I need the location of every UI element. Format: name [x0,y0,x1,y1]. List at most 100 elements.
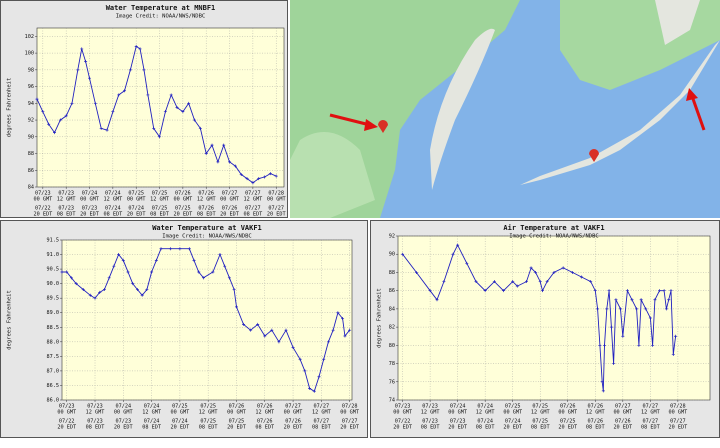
chart-panel: Water Temperature at VAKF1 Image Credit: … [0,220,368,438]
data-point [644,307,648,311]
x-tick-label: 20 EDT [227,425,246,431]
data-point [158,135,162,139]
y-tick-label: 84 [389,306,395,312]
data-point [312,389,316,393]
x-tick-label: 12 GMT [312,410,331,416]
y-tick-label: 89.0 [47,310,60,316]
data-point [216,160,220,164]
data-point [58,118,62,122]
x-tick-label: 12 GMT [421,410,440,416]
y-tick-label: 86.0 [47,398,60,404]
data-point [228,160,232,164]
y-tick-label: 78 [389,361,395,367]
data-point [74,282,78,286]
x-tick-label: 08 EDT [312,425,331,431]
data-point [234,305,238,309]
x-tick-label: 08 EDT [142,425,161,431]
x-tick-label: 07/24 [505,419,521,425]
data-point [80,47,84,51]
x-tick-label: 20 EDT [267,212,286,218]
x-tick-label: 07/22 [35,206,51,212]
data-point [502,289,506,293]
data-point [635,307,639,311]
data-point [589,280,593,284]
x-tick-label: 08 EDT [150,212,169,218]
data-point [251,181,255,185]
data-point [134,44,138,48]
data-point [218,253,222,257]
data-point [541,289,545,293]
x-tick-label: 07/23 [422,404,438,410]
y-tick-label: 87.5 [47,354,60,360]
x-tick-label: 07/25 [532,404,548,410]
x-tick-label: 00 GMT [171,410,190,416]
data-point [227,276,231,280]
x-tick-label: 07/24 [82,191,98,197]
data-point [257,177,261,181]
x-tick-label: 08 EDT [421,425,440,431]
x-tick-label: 00 GMT [80,197,99,203]
x-tick-label: 07/26 [229,404,245,410]
x-tick-label: 20 EDT [173,212,192,218]
data-point [625,289,629,293]
data-point [331,328,335,332]
x-tick-label: 07/25 [200,419,216,425]
x-tick-label: 00 GMT [33,197,52,203]
x-tick-label: 20 EDT [220,212,239,218]
x-tick-label: 07/23 [87,404,103,410]
data-point [175,106,179,109]
y-tick-label: 90.0 [47,281,60,287]
marker [589,149,599,162]
data-point [263,175,267,179]
data-point [35,97,39,101]
data-point [181,110,185,114]
data-point [401,252,405,256]
data-point [142,68,146,72]
x-tick-label: 12 GMT [244,197,263,203]
data-point [538,280,542,284]
data-point [64,114,68,118]
x-tick-label: 00 GMT [57,410,76,416]
x-tick-label: 07/28 [268,191,284,197]
x-tick-label: 07/24 [128,206,144,212]
map-island [430,28,495,190]
data-point [47,122,51,126]
data-point [242,322,246,326]
data-point [249,328,253,332]
x-tick-label: 12 GMT [255,410,274,416]
x-tick-label: 08 EDT [586,425,605,431]
x-tick-label: 20 EDT [171,425,190,431]
x-tick-label: 07/24 [115,404,131,410]
x-tick-label: 12 GMT [57,197,76,203]
x-tick-label: 00 GMT [227,410,246,416]
data-point [222,143,226,147]
data-point [621,334,625,338]
x-tick-label: 08 EDT [476,425,495,431]
data-point [117,253,121,257]
x-tick-label: 07/23 [422,419,438,425]
x-tick-label: 08 EDT [244,212,263,218]
x-tick-label: 07/25 [152,206,168,212]
data-point [483,289,487,293]
data-point [348,328,352,332]
data-point [601,389,605,393]
x-tick-label: 07/24 [477,419,493,425]
data-point [211,270,215,274]
data-point [193,118,197,122]
x-tick-label: 20 EDT [33,212,52,218]
data-point [146,93,150,97]
x-tick-label: 00 GMT [393,410,412,416]
x-tick-label: 07/24 [172,419,188,425]
chart-panel: Air Temperature at VAKF1 Image Credit: NO… [370,220,720,438]
data-point [178,247,182,251]
x-tick-label: 07/25 [560,419,576,425]
y-tick-label: 74 [389,398,395,404]
x-tick-label: 07/25 [175,206,191,212]
x-tick-label: 07/26 [285,419,301,425]
data-point [619,307,623,311]
data-point [192,258,196,262]
x-tick-label: 20 EDT [613,425,632,431]
x-tick-label: 07/23 [82,206,98,212]
data-point [263,334,267,338]
